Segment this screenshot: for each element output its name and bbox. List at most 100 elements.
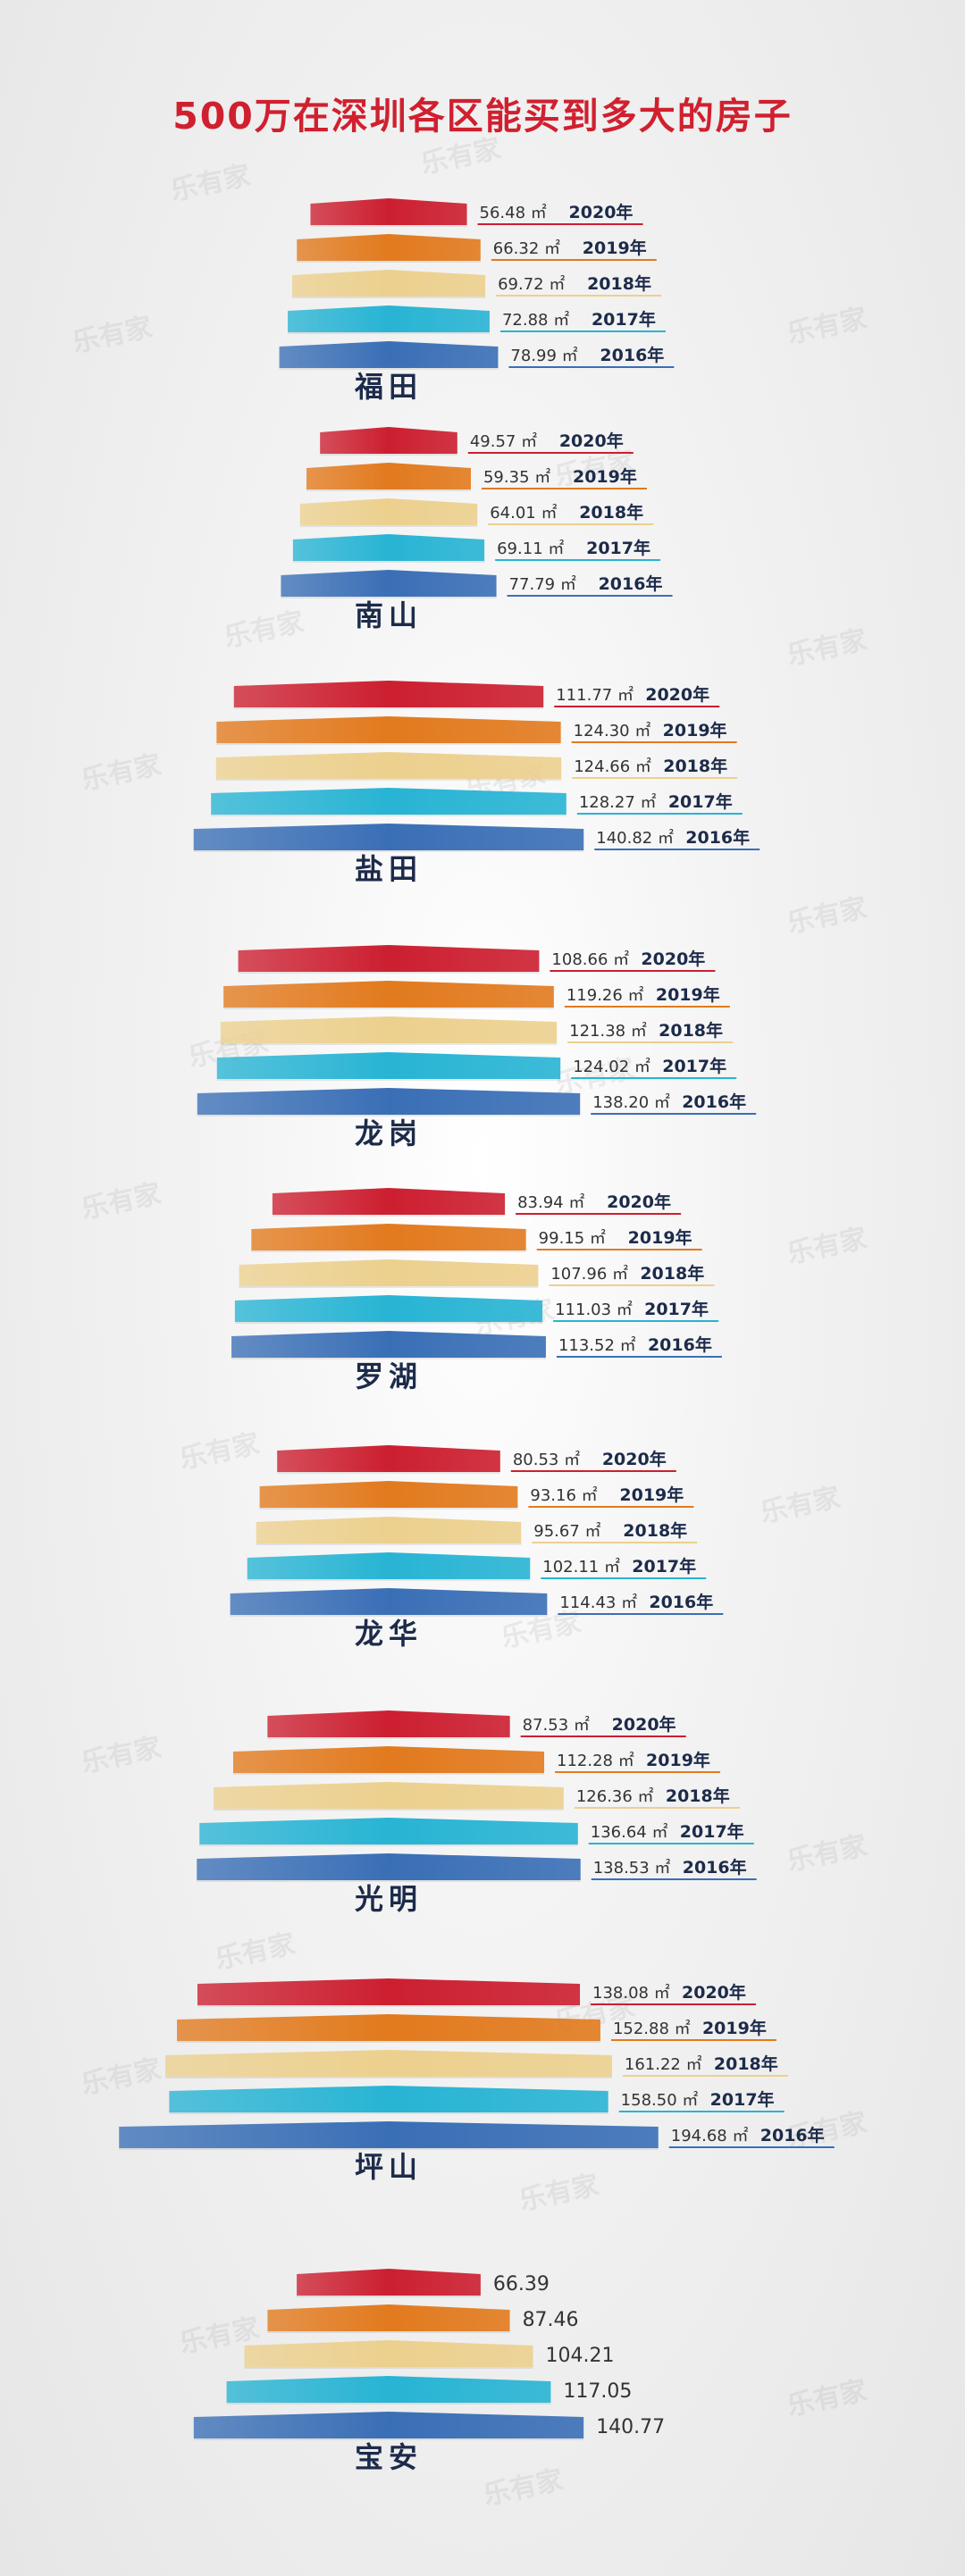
value-label: 49.57 ㎡ (470, 431, 537, 451)
bar-right (389, 2121, 659, 2148)
value-label: 124.02 ㎡ (573, 1057, 650, 1076)
year-underline (591, 1878, 757, 1880)
district-label: 罗湖 (355, 1359, 423, 1393)
bar-shadow (216, 1079, 561, 1081)
bar-right (389, 198, 467, 225)
year-underline (491, 259, 657, 261)
bar-shadow (169, 2112, 608, 2114)
bar-left (320, 427, 389, 454)
year-label: 2019年 (573, 466, 637, 487)
bar-right (389, 788, 566, 815)
bar-shadow (216, 743, 561, 745)
value-label: 138.53 ㎡ (593, 1858, 671, 1878)
bar-left (233, 681, 389, 707)
bar-left (272, 1188, 389, 1215)
bar-right (389, 2304, 510, 2331)
value-label: 66.39 (493, 2273, 550, 2296)
bar-left (220, 1016, 389, 1043)
bar-left (216, 1052, 389, 1079)
value-label: 99.15 ㎡ (539, 1228, 606, 1248)
year-label: 2018年 (663, 756, 727, 776)
bar-shadow (231, 1358, 546, 1359)
year-underline (467, 452, 634, 454)
bar-shadow (256, 1543, 522, 1545)
bar-right (389, 1259, 539, 1286)
value-label: 77.79 ㎡ (509, 574, 576, 594)
bar-right (389, 1331, 546, 1358)
value-label: 69.11 ㎡ (497, 539, 564, 558)
year-underline (508, 366, 675, 368)
bar-right (389, 2050, 612, 2077)
bar-left (244, 2340, 389, 2367)
value-label: 152.88 ㎡ (613, 2019, 691, 2038)
district-label: 宝安 (355, 2440, 423, 2474)
value-label: 138.20 ㎡ (592, 1092, 670, 1112)
year-label: 2019年 (628, 1227, 692, 1248)
value-label: 56.48 ㎡ (480, 203, 547, 222)
bar-shadow (165, 2077, 612, 2078)
bar-left (306, 463, 389, 489)
bar-shadow (244, 2367, 533, 2369)
year-underline (571, 1077, 737, 1079)
bar-right (389, 1552, 531, 1579)
year-underline (567, 1041, 734, 1043)
value-label: 95.67 ㎡ (533, 1521, 600, 1541)
year-underline (488, 523, 654, 525)
bar-left (214, 1782, 389, 1809)
year-label: 2020年 (569, 202, 634, 222)
value-label: 87.53 ㎡ (523, 1715, 590, 1735)
bar-left (297, 234, 389, 261)
year-label: 2020年 (607, 1192, 671, 1212)
year-label: 2016年 (682, 1091, 746, 1112)
year-label: 2020年 (641, 949, 705, 969)
year-underline (572, 777, 738, 779)
bar-right (389, 681, 544, 707)
bar-left (211, 788, 389, 815)
bar-shadow (251, 1250, 526, 1252)
value-label: 102.11 ㎡ (542, 1557, 620, 1577)
bar-right (389, 2412, 584, 2438)
bar-right (389, 234, 481, 261)
bar-right (389, 824, 584, 850)
year-label: 2018年 (579, 502, 643, 523)
district-label: 龙华 (355, 1617, 423, 1651)
bar-shadow (199, 1844, 578, 1846)
year-underline (574, 1807, 740, 1809)
year-underline (571, 741, 737, 743)
bar-shadow (279, 368, 499, 370)
bar-right (389, 1818, 578, 1844)
value-label: 113.52 ㎡ (558, 1335, 636, 1355)
bar-shadow (220, 1043, 558, 1045)
bar-shadow (272, 1215, 506, 1217)
bar-shadow (233, 707, 544, 709)
value-label: 72.88 ㎡ (502, 310, 569, 330)
year-label: 2020年 (602, 1449, 667, 1469)
year-label: 2016年 (600, 345, 664, 365)
year-underline (536, 1249, 702, 1250)
bar-left (232, 1746, 389, 1773)
district-label: 光明 (355, 1882, 423, 1916)
bar-shadow (259, 1508, 518, 1510)
value-label: 87.46 (523, 2309, 579, 2331)
year-label: 2017年 (592, 309, 656, 330)
bar-right (389, 1746, 545, 1773)
bar-shadow (281, 597, 497, 598)
year-underline (516, 1213, 682, 1215)
year-underline (668, 2146, 835, 2148)
value-label: 138.08 ㎡ (592, 1983, 670, 2003)
year-label: 2016年 (760, 2125, 825, 2145)
bar-left (215, 752, 389, 779)
bar-left (267, 1710, 389, 1737)
bar-left (230, 1588, 389, 1615)
bar-left (291, 270, 389, 297)
year-underline (588, 1843, 754, 1844)
value-label: 83.94 ㎡ (517, 1192, 584, 1212)
bar-left (226, 2376, 389, 2403)
bar-shadow (320, 454, 457, 456)
value-label: 107.96 ㎡ (550, 1264, 628, 1284)
bar-left (281, 570, 389, 597)
year-label: 2018年 (640, 1263, 704, 1284)
bar-right (389, 427, 457, 454)
bar-right (389, 463, 471, 489)
bar-shadow (177, 2041, 600, 2043)
